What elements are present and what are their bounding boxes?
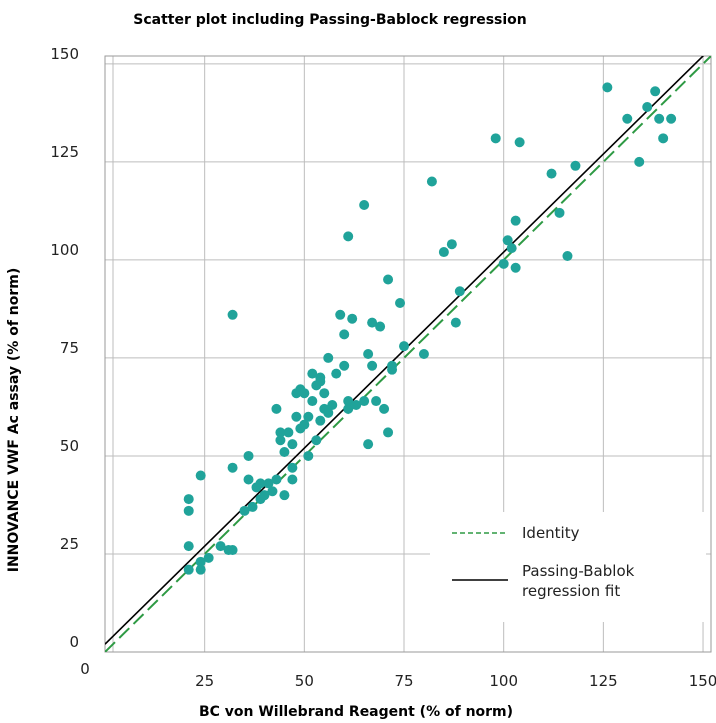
data-point [511, 263, 521, 273]
data-point [343, 231, 353, 241]
data-point [184, 506, 194, 516]
data-point [184, 494, 194, 504]
data-point [287, 474, 297, 484]
y-tick-label: 100 [50, 241, 79, 259]
data-point [387, 365, 397, 375]
data-point [244, 451, 254, 461]
data-point [511, 216, 521, 226]
data-point [339, 329, 349, 339]
y-tick-label: 0 [69, 633, 79, 651]
data-point [271, 474, 281, 484]
data-point [383, 275, 393, 285]
data-point [666, 114, 676, 124]
data-point [562, 251, 572, 261]
data-point [287, 463, 297, 473]
data-point [367, 361, 377, 371]
plot-area: 25 50 75 100 125 150 0 25 50 75 100 125 150 0 Identity… [50, 45, 716, 690]
data-point [654, 114, 664, 124]
data-point [279, 447, 289, 457]
data-point [547, 169, 557, 179]
data-point [363, 439, 373, 449]
data-point [602, 82, 612, 92]
data-point [359, 200, 369, 210]
data-point [507, 243, 517, 253]
data-point [315, 416, 325, 426]
data-point [303, 412, 313, 422]
data-point [299, 388, 309, 398]
data-point [455, 286, 465, 296]
y-tick-label: 75 [60, 339, 79, 357]
origin-tick-label: 0 [80, 660, 90, 678]
data-point [379, 404, 389, 414]
data-point [339, 361, 349, 371]
x-tick-label: 25 [195, 672, 214, 690]
chart-title: Scatter plot including Passing-Bablock r… [133, 12, 527, 28]
data-point [267, 486, 277, 496]
data-point [303, 451, 313, 461]
data-point [658, 133, 668, 143]
data-point [555, 208, 565, 218]
x-tick-label: 50 [295, 672, 314, 690]
data-point [184, 565, 194, 575]
y-tick-label: 125 [50, 143, 79, 161]
data-point [228, 545, 238, 555]
data-point [491, 133, 501, 143]
data-point [359, 396, 369, 406]
legend-identity-label: Identity [522, 524, 580, 542]
data-point [271, 404, 281, 414]
data-point [570, 161, 580, 171]
data-point [427, 176, 437, 186]
data-point [642, 102, 652, 112]
data-point [331, 369, 341, 379]
data-point [196, 471, 206, 481]
data-point [311, 435, 321, 445]
data-point [371, 396, 381, 406]
data-point [323, 353, 333, 363]
data-point [315, 376, 325, 386]
data-point [395, 298, 405, 308]
data-point [622, 114, 632, 124]
x-axis-label: BC von Willebrand Reagent (% of norm) [199, 704, 513, 720]
data-point [347, 314, 357, 324]
data-point [499, 259, 509, 269]
data-point [447, 239, 457, 249]
data-point [335, 310, 345, 320]
data-point [515, 137, 525, 147]
data-point [451, 318, 461, 328]
data-point [383, 427, 393, 437]
data-point [204, 553, 214, 563]
data-point [399, 341, 409, 351]
data-point [634, 157, 644, 167]
data-point [248, 502, 258, 512]
data-point [650, 86, 660, 96]
data-point [228, 310, 238, 320]
y-tick-label: 50 [60, 437, 79, 455]
data-point [363, 349, 373, 359]
data-point [287, 439, 297, 449]
data-point [283, 427, 293, 437]
data-point [184, 541, 194, 551]
data-point [327, 400, 337, 410]
data-point [244, 474, 254, 484]
data-point [419, 349, 429, 359]
x-tick-label: 75 [394, 672, 413, 690]
y-tick-label: 25 [60, 535, 79, 553]
data-point [228, 463, 238, 473]
x-tick-label: 125 [589, 672, 618, 690]
data-point [279, 490, 289, 500]
data-point [307, 396, 317, 406]
y-axis-label: INNOVANCE VWF Ac assay (% of norm) [6, 268, 22, 573]
y-tick-label: 150 [50, 45, 79, 63]
data-point [319, 388, 329, 398]
x-tick-label: 150 [689, 672, 716, 690]
data-point [291, 412, 301, 422]
data-point [375, 322, 385, 332]
data-point [439, 247, 449, 257]
x-tick-label: 100 [489, 672, 518, 690]
